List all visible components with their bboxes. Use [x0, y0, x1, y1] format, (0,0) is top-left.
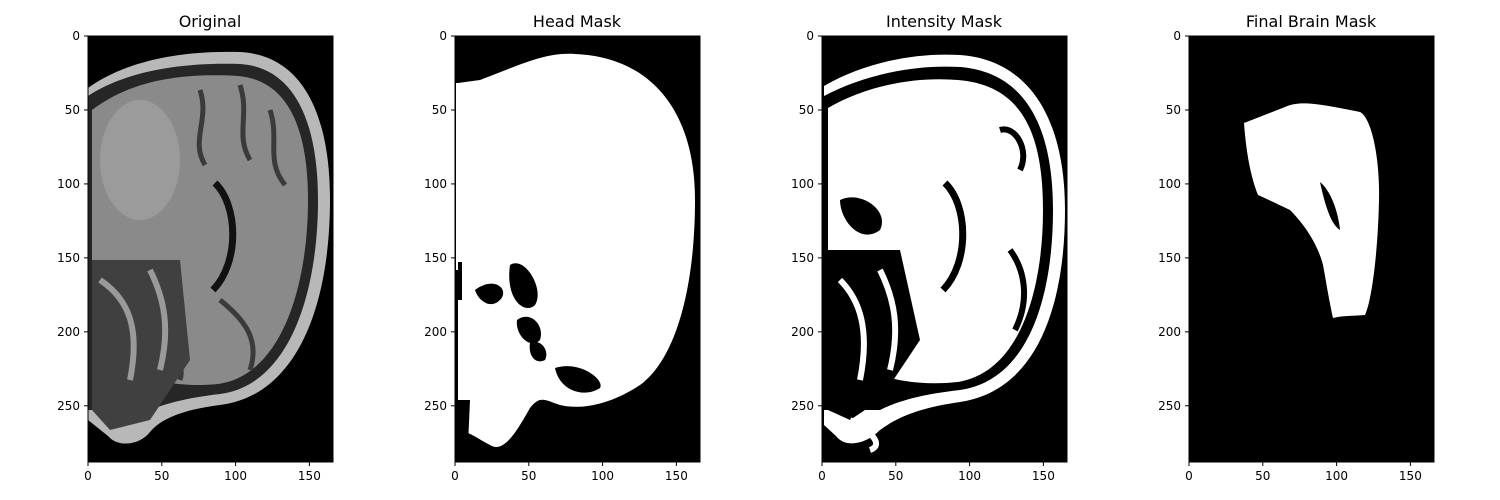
y-tick-label: 50 [65, 103, 80, 117]
panel-title: Head Mask [533, 12, 622, 31]
y-tick-label: 150 [1158, 251, 1181, 265]
y-tick-label: 50 [799, 103, 814, 117]
panel-title: Intensity Mask [886, 12, 1003, 31]
x-tick-label: 50 [154, 469, 169, 483]
panel-title: Original [179, 12, 242, 31]
y-tick-label: 0 [1173, 29, 1181, 43]
x-tick-label: 100 [958, 469, 981, 483]
x-tick-label: 0 [84, 469, 92, 483]
y-tick-label: 0 [806, 29, 814, 43]
mri-image [88, 36, 333, 462]
x-tick-label: 100 [1325, 469, 1348, 483]
y-tick-label: 0 [72, 29, 80, 43]
y-tick-label: 150 [424, 251, 447, 265]
x-tick-label: 0 [818, 469, 826, 483]
brain-mask-image [1189, 36, 1434, 462]
y-tick-label: 250 [1158, 399, 1181, 413]
y-tick-label: 100 [424, 177, 447, 191]
x-tick-label: 100 [224, 469, 247, 483]
panel-head-mask: Head Mask [454, 12, 701, 463]
panel-final-brain-mask: Final Brain Mask [1188, 12, 1435, 463]
y-tick-label: 50 [1166, 103, 1181, 117]
y-tick-label: 200 [57, 325, 80, 339]
y-tick-label: 200 [1158, 325, 1181, 339]
x-tick-label: 50 [521, 469, 536, 483]
panel-original: Original [87, 12, 334, 463]
panel-title: Final Brain Mask [1246, 12, 1377, 31]
y-tick-label: 100 [1158, 177, 1181, 191]
y-tick-label: 100 [791, 177, 814, 191]
head-mask-image [455, 36, 700, 462]
y-tick-label: 100 [57, 177, 80, 191]
y-tick-label: 250 [57, 399, 80, 413]
y-tick-label: 250 [791, 399, 814, 413]
y-tick-label: 150 [791, 251, 814, 265]
y-tick-label: 0 [439, 29, 447, 43]
axes-ticks: 0 50 100 150 0 50 100 150 200 250 0 50 100 150 0 50 100 1… [57, 29, 1422, 483]
x-tick-label: 0 [451, 469, 459, 483]
x-tick-label: 50 [888, 469, 903, 483]
y-tick-label: 250 [424, 399, 447, 413]
x-tick-label: 150 [1032, 469, 1055, 483]
x-tick-label: 150 [1399, 469, 1422, 483]
y-tick-label: 200 [424, 325, 447, 339]
x-tick-label: 50 [1255, 469, 1270, 483]
x-tick-label: 150 [298, 469, 321, 483]
x-tick-label: 0 [1185, 469, 1193, 483]
y-tick-label: 150 [57, 251, 80, 265]
y-tick-label: 200 [791, 325, 814, 339]
x-tick-label: 150 [665, 469, 688, 483]
x-tick-label: 100 [591, 469, 614, 483]
y-tick-label: 50 [432, 103, 447, 117]
intensity-mask-image [822, 36, 1067, 462]
panel-intensity-mask: Intensity Mask [821, 12, 1068, 463]
